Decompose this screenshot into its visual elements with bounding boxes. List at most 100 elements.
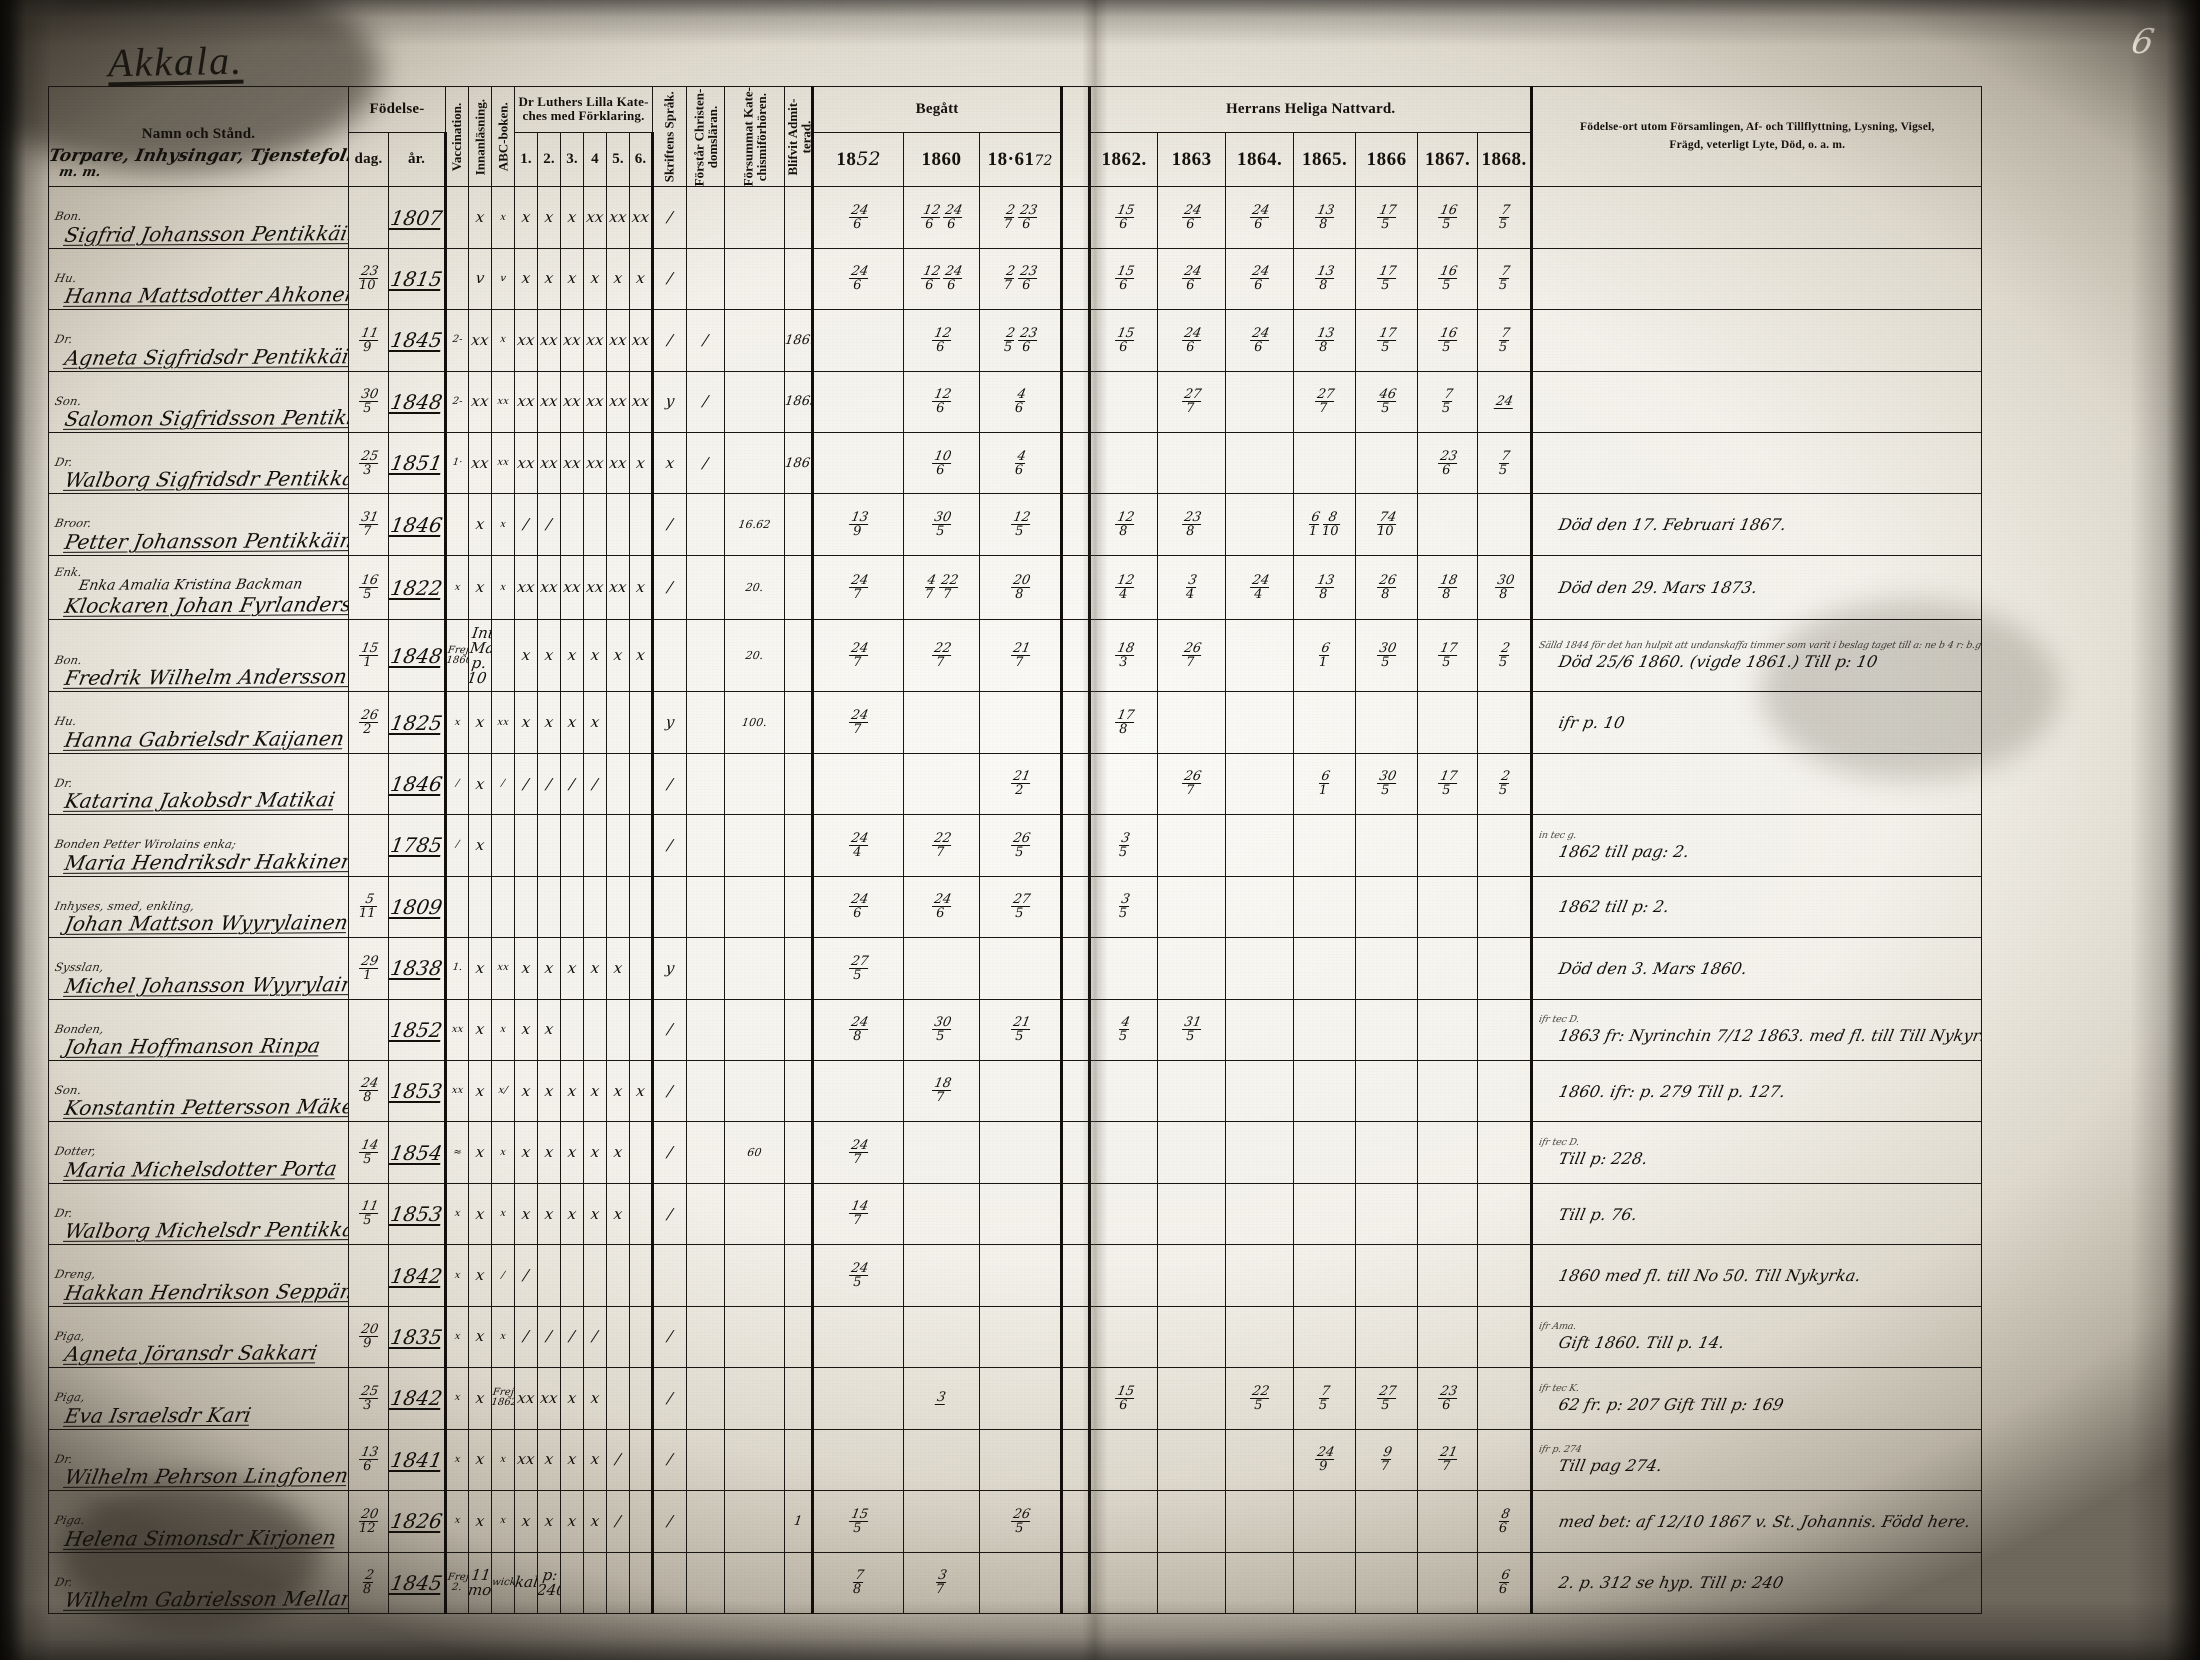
cell-begatt-1852[interactable]: 24 5 <box>812 1244 905 1307</box>
cell-catechism-4[interactable]: x <box>583 1121 608 1184</box>
cell-begatt-1852[interactable]: 15 5 <box>812 1490 905 1553</box>
cell-neglected-catechism[interactable] <box>724 1182 786 1246</box>
cell-innanlasning[interactable]: xx <box>468 432 493 495</box>
cell-nattvard-1866[interactable]: 27 5 <box>1355 1367 1419 1430</box>
cell-catechism-5[interactable]: x <box>606 937 631 1000</box>
table-row[interactable]: Bonden Petter Wirolains enka; Maria Hendr… <box>48 814 2120 877</box>
cell-remarks[interactable]: ifr p. 10 <box>1530 691 1983 754</box>
cell-nattvard-1863[interactable] <box>1157 1305 1227 1369</box>
cell-catechism-6[interactable] <box>629 937 655 1000</box>
cell-vaccination[interactable]: x <box>445 691 470 754</box>
cell-neglected-catechism[interactable]: 20. <box>724 619 786 693</box>
cell-birth-day[interactable] <box>348 998 389 1062</box>
cell-nattvard-1867[interactable]: 17 5 <box>1417 619 1479 693</box>
cell-nattvard-1862[interactable]: 15 6 <box>1089 186 1159 249</box>
cell-vaccination[interactable]: / <box>445 752 470 816</box>
cell-catechism-5[interactable]: xx <box>606 432 631 495</box>
cell-scripture-language[interactable]: y <box>652 691 688 754</box>
cell-begatt-1861[interactable] <box>979 1428 1064 1492</box>
cell-understands-christianity[interactable] <box>686 493 726 556</box>
cell-nattvard-1864[interactable] <box>1225 370 1295 434</box>
cell-nattvard-1863[interactable]: 26 7 <box>1157 752 1227 816</box>
cell-catechism-6[interactable] <box>629 1551 655 1615</box>
cell-catechism-4[interactable] <box>583 1551 608 1615</box>
cell-catechism-2[interactable]: x <box>537 998 562 1062</box>
cell-begatt-1860[interactable]: 3 <box>903 1367 981 1430</box>
cell-admitted[interactable]: 1865 <box>784 370 815 434</box>
cell-admitted[interactable] <box>784 1428 815 1492</box>
cell-understands-christianity[interactable]: / <box>686 432 726 495</box>
cell-innanlasning[interactable]: x <box>468 1428 493 1492</box>
table-row[interactable]: Dr. Walborg Sigfridsdr Pentikkäinen 25 3 185… <box>48 432 2120 495</box>
cell-begatt-1852[interactable]: 13 9 <box>812 493 905 556</box>
cell-nattvard-1865[interactable]: 13 8 <box>1293 554 1357 621</box>
cell-vaccination[interactable]: x <box>445 1244 470 1307</box>
cell-admitted[interactable] <box>784 814 815 877</box>
cell-catechism-4[interactable]: x <box>583 247 608 311</box>
cell-birth-day[interactable]: 11 9 <box>348 309 389 372</box>
cell-neglected-catechism[interactable] <box>724 1244 786 1307</box>
cell-nattvard-1866[interactable] <box>1355 875 1419 939</box>
cell-admitted[interactable] <box>784 1305 815 1369</box>
cell-nattvard-1868[interactable] <box>1477 1367 1534 1430</box>
cell-vaccination[interactable]: x <box>445 1182 470 1246</box>
cell-catechism-2[interactable]: x <box>537 1121 562 1184</box>
cell-scripture-language[interactable]: / <box>652 752 688 816</box>
cell-scripture-language[interactable]: y <box>652 937 688 1000</box>
cell-understands-christianity[interactable] <box>686 186 726 249</box>
cell-begatt-1860[interactable] <box>903 1121 981 1184</box>
cell-nattvard-1863[interactable]: 24 6 <box>1157 309 1227 372</box>
cell-neglected-catechism[interactable]: 20. <box>724 554 786 621</box>
cell-nattvard-1868[interactable] <box>1477 875 1534 939</box>
cell-birth-day[interactable]: 30 5 <box>348 370 389 434</box>
cell-nattvard-1864[interactable] <box>1225 493 1295 556</box>
cell-nattvard-1864[interactable]: 24 6 <box>1225 186 1295 249</box>
cell-birth-day[interactable]: 14 5 <box>348 1121 389 1184</box>
cell-admitted[interactable] <box>784 1244 815 1307</box>
cell-catechism-3[interactable] <box>560 814 585 877</box>
cell-admitted[interactable] <box>784 937 815 1000</box>
cell-nattvard-1867[interactable] <box>1417 1121 1479 1184</box>
cell-nattvard-1863[interactable] <box>1157 432 1227 495</box>
cell-nattvard-1867[interactable] <box>1417 937 1479 1000</box>
cell-scripture-language[interactable]: / <box>652 1367 688 1430</box>
cell-begatt-1852[interactable]: 24 7 <box>812 554 905 621</box>
cell-nattvard-1865[interactable]: 13 8 <box>1293 247 1357 311</box>
cell-admitted[interactable] <box>784 1060 815 1123</box>
cell-nattvard-1862[interactable] <box>1089 1060 1159 1123</box>
cell-nattvard-1865[interactable]: 13 8 <box>1293 309 1357 372</box>
cell-begatt-1861[interactable]: 26 5 <box>979 1490 1064 1553</box>
cell-begatt-1852[interactable] <box>812 370 905 434</box>
cell-scripture-language[interactable]: / <box>652 814 688 877</box>
cell-neglected-catechism[interactable]: 60 <box>724 1121 786 1184</box>
cell-understands-christianity[interactable] <box>686 1428 726 1492</box>
cell-catechism-4[interactable]: x <box>583 1367 608 1430</box>
cell-nattvard-1864[interactable]: 22 5 <box>1225 1367 1295 1430</box>
cell-nattvard-1862[interactable] <box>1089 1305 1159 1369</box>
cell-understands-christianity[interactable] <box>686 619 726 693</box>
cell-vaccination[interactable]: / <box>445 814 470 877</box>
cell-catechism-2[interactable]: / <box>537 493 562 556</box>
cell-nattvard-1864[interactable] <box>1225 1244 1295 1307</box>
cell-catechism-3[interactable]: / <box>560 752 585 816</box>
cell-nattvard-1866[interactable] <box>1355 937 1419 1000</box>
cell-catechism-4[interactable] <box>583 875 608 939</box>
cell-catechism-4[interactable]: xx <box>583 370 608 434</box>
cell-nattvard-1863[interactable] <box>1157 1182 1227 1246</box>
cell-nattvard-1864[interactable] <box>1225 937 1295 1000</box>
cell-nattvard-1863[interactable]: 23 8 <box>1157 493 1227 556</box>
cell-scripture-language[interactable]: / <box>652 1060 688 1123</box>
cell-nattvard-1862[interactable] <box>1089 1121 1159 1184</box>
cell-begatt-1860[interactable]: 10 6 <box>903 432 981 495</box>
cell-remarks[interactable]: ifr p. 274 Till pag 274. <box>1530 1428 1983 1492</box>
cell-vaccination[interactable]: x <box>445 554 470 621</box>
cell-nattvard-1864[interactable] <box>1225 752 1295 816</box>
cell-neglected-catechism[interactable] <box>724 432 786 495</box>
cell-catechism-5[interactable] <box>606 1367 631 1430</box>
cell-catechism-4[interactable]: x <box>583 1490 608 1553</box>
cell-abc-book[interactable]: x <box>491 998 516 1062</box>
cell-catechism-3[interactable]: x <box>560 691 585 754</box>
